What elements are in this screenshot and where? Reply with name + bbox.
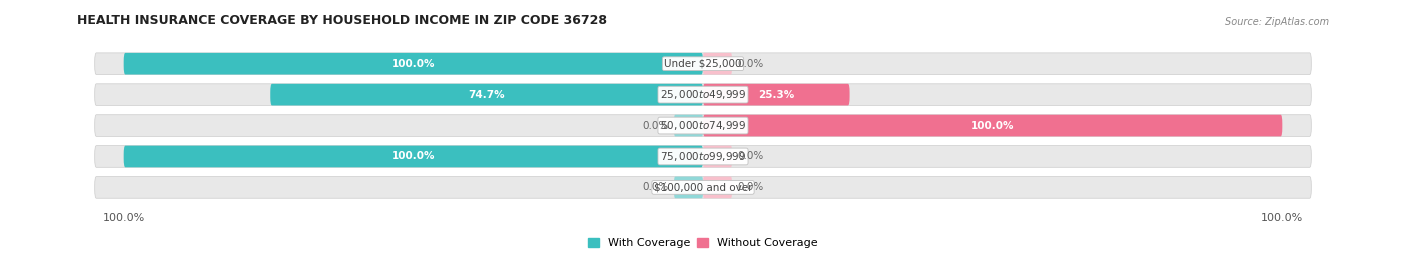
FancyBboxPatch shape: [270, 84, 703, 106]
Text: $50,000 to $74,999: $50,000 to $74,999: [659, 119, 747, 132]
Text: 100.0%: 100.0%: [972, 120, 1014, 131]
Text: 0.0%: 0.0%: [643, 120, 668, 131]
FancyBboxPatch shape: [124, 53, 703, 75]
FancyBboxPatch shape: [703, 84, 849, 106]
Legend: With Coverage, Without Coverage: With Coverage, Without Coverage: [583, 234, 823, 253]
Text: 25.3%: 25.3%: [758, 90, 794, 100]
Text: 0.0%: 0.0%: [643, 183, 668, 193]
FancyBboxPatch shape: [673, 177, 703, 198]
FancyBboxPatch shape: [673, 115, 703, 136]
Text: 0.0%: 0.0%: [738, 151, 763, 161]
Text: 100.0%: 100.0%: [392, 59, 434, 69]
Text: $75,000 to $99,999: $75,000 to $99,999: [659, 150, 747, 163]
Text: HEALTH INSURANCE COVERAGE BY HOUSEHOLD INCOME IN ZIP CODE 36728: HEALTH INSURANCE COVERAGE BY HOUSEHOLD I…: [77, 14, 607, 27]
FancyBboxPatch shape: [124, 146, 703, 167]
FancyBboxPatch shape: [94, 177, 1312, 198]
FancyBboxPatch shape: [703, 53, 733, 75]
Text: $100,000 and over: $100,000 and over: [654, 183, 752, 193]
Text: 0.0%: 0.0%: [738, 59, 763, 69]
FancyBboxPatch shape: [703, 115, 1282, 136]
FancyBboxPatch shape: [703, 177, 733, 198]
FancyBboxPatch shape: [94, 146, 1312, 167]
Text: Source: ZipAtlas.com: Source: ZipAtlas.com: [1225, 17, 1329, 27]
Text: 0.0%: 0.0%: [738, 183, 763, 193]
FancyBboxPatch shape: [94, 53, 1312, 75]
Text: 74.7%: 74.7%: [468, 90, 505, 100]
Text: $25,000 to $49,999: $25,000 to $49,999: [659, 88, 747, 101]
FancyBboxPatch shape: [94, 115, 1312, 136]
Text: 100.0%: 100.0%: [392, 151, 434, 161]
FancyBboxPatch shape: [703, 146, 733, 167]
Text: Under $25,000: Under $25,000: [664, 59, 742, 69]
FancyBboxPatch shape: [94, 84, 1312, 106]
